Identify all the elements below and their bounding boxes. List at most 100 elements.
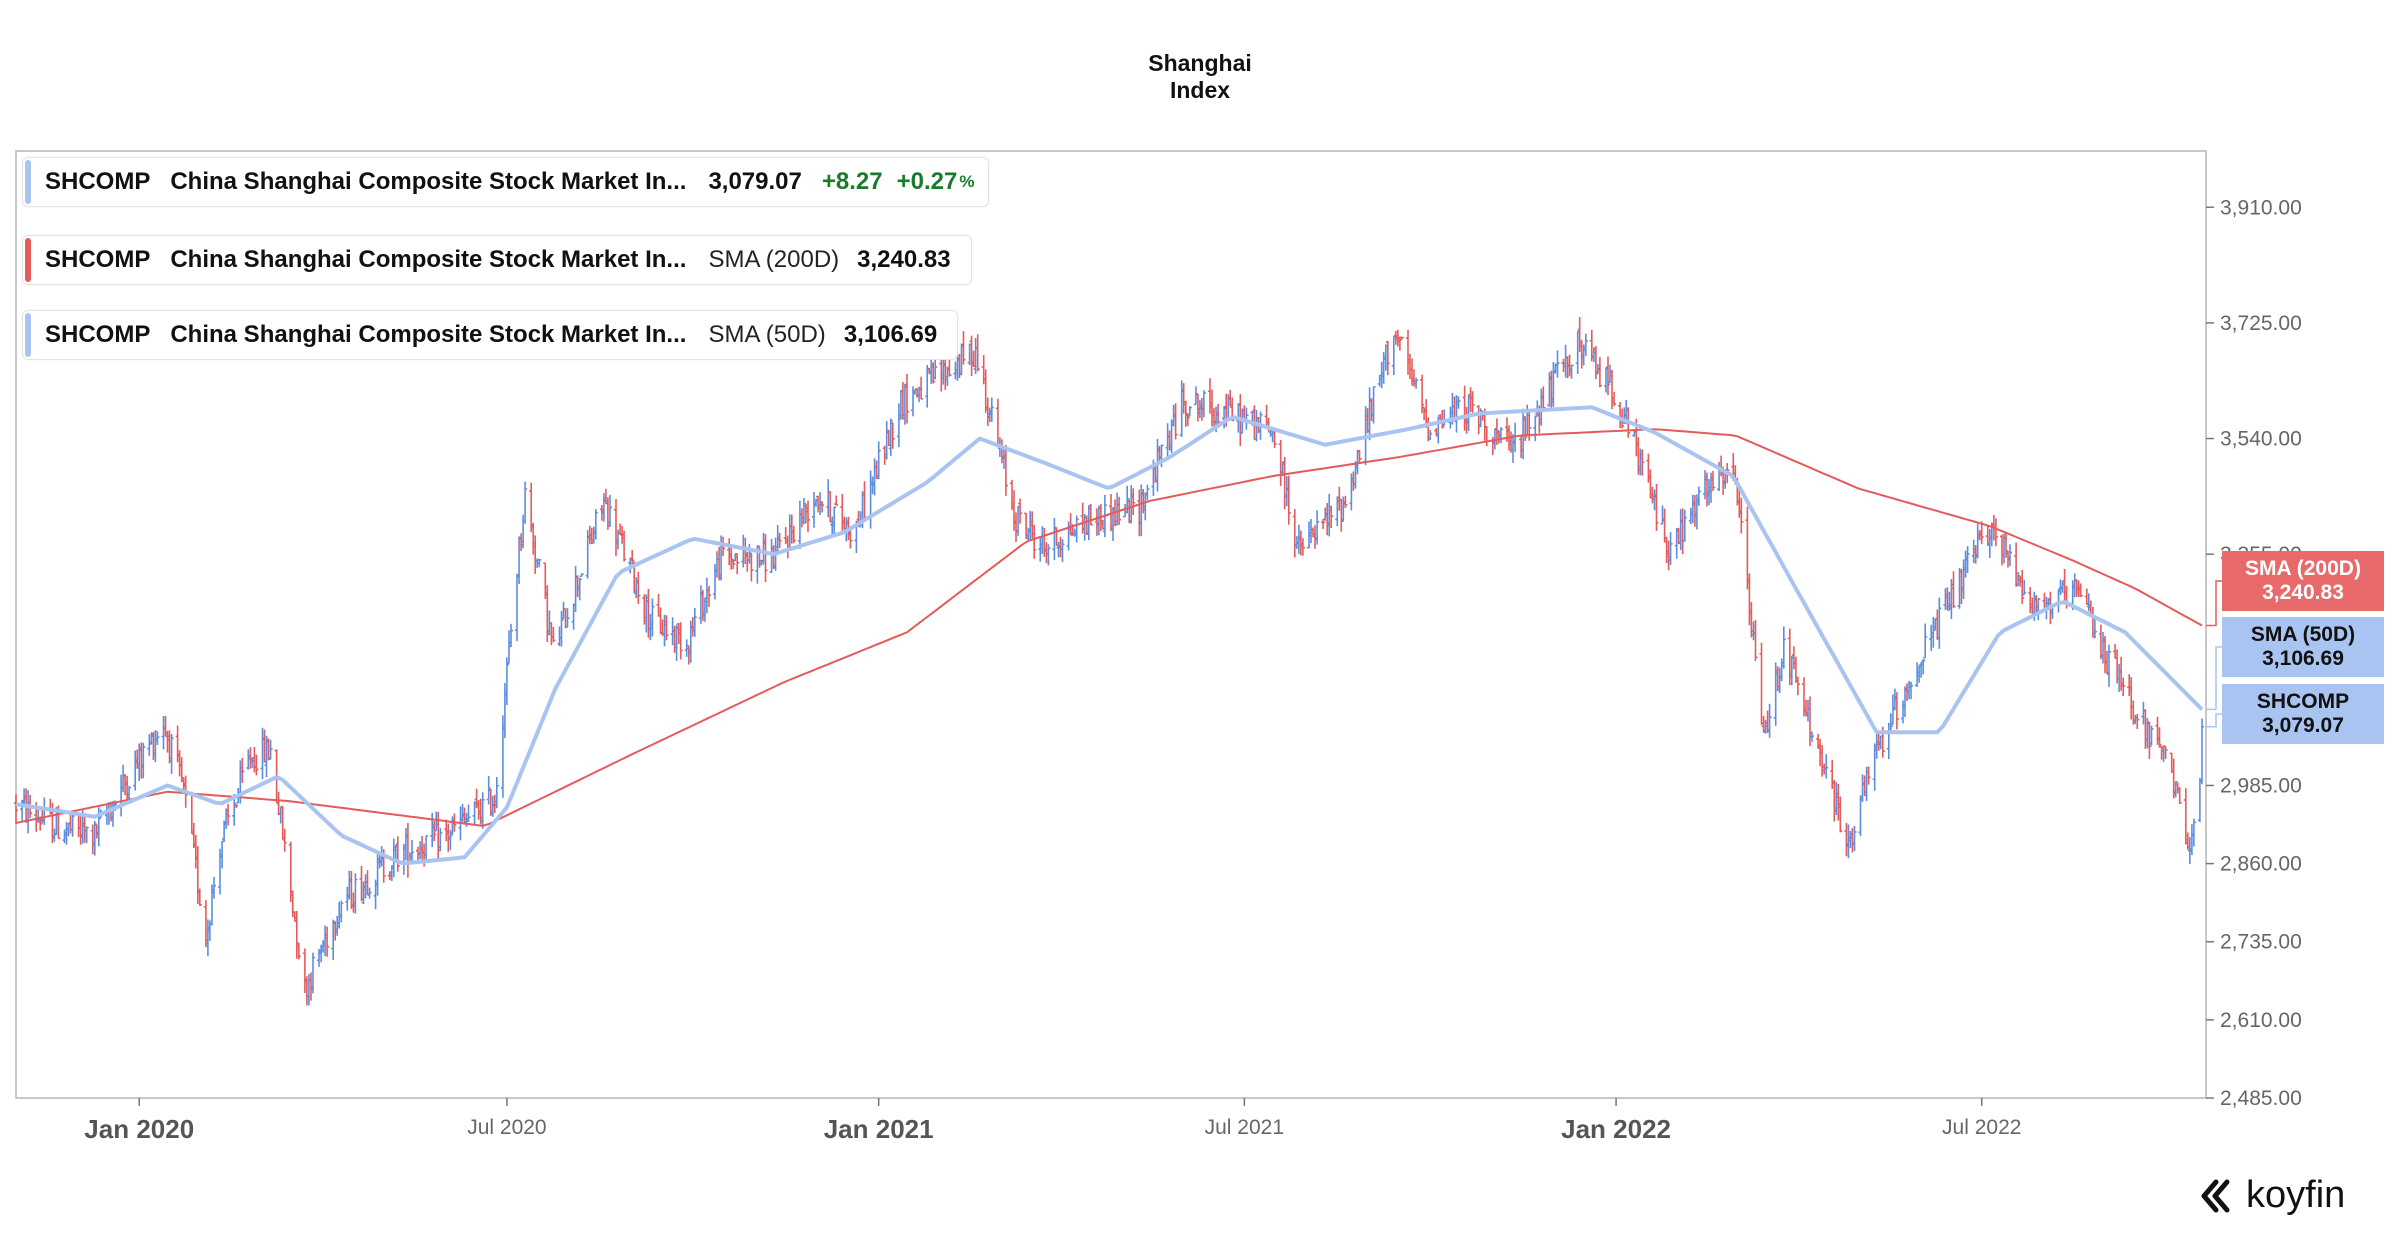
ohlc-bar — [1173, 403, 1178, 440]
ohlc-bar — [504, 657, 509, 705]
ohlc-bar — [1640, 449, 1645, 476]
x-tick-label: Jan 2020 — [84, 1114, 194, 1144]
koyfin-logo[interactable]: koyfin — [2200, 1174, 2345, 1217]
ohlc-bar — [311, 952, 315, 994]
ohlc-bar — [367, 887, 372, 899]
tag-label: SHCOMP — [2256, 690, 2350, 713]
legend-shcomp[interactable]: SHCOMP China Shanghai Composite Stock Ma… — [22, 157, 990, 207]
y-tick-label: 2,735.00 — [2220, 931, 2302, 954]
ohlc-bar — [636, 571, 641, 604]
y-tick-label: 2,985.00 — [2220, 774, 2302, 797]
ohlc-bar — [933, 357, 938, 380]
ohlc-bar — [1456, 396, 1461, 409]
ohlc-bar — [494, 777, 499, 809]
ohlc-bar — [155, 731, 160, 745]
legend-color-swatch — [25, 238, 31, 282]
ohlc-bar — [834, 495, 839, 506]
legend-ticker: SHCOMP — [45, 168, 151, 195]
ohlc-bar — [1074, 515, 1079, 543]
ohlc-bar — [1018, 498, 1023, 524]
ohlc-bar — [466, 804, 471, 823]
ohlc-bar — [537, 558, 542, 568]
ohlc-bar — [325, 926, 330, 957]
ohlc-bar — [2121, 677, 2126, 696]
ohlc-bar — [268, 739, 273, 760]
ohlc-bar — [2036, 598, 2041, 621]
ohlc-bar — [1216, 403, 1221, 427]
ohlc-bar — [70, 813, 75, 837]
ohlc-bar — [777, 533, 782, 549]
ohlc-bar — [1292, 509, 1297, 558]
ohlc-bar — [282, 828, 287, 852]
ohlc-bar — [650, 598, 655, 637]
ohlc-bar — [240, 758, 245, 783]
ohlc-bar — [735, 552, 740, 575]
ohlc-bar — [888, 418, 893, 457]
ohlc-bar — [1032, 524, 1037, 559]
legend-sma-200d[interactable]: SHCOMP China Shanghai Composite Stock Ma… — [22, 235, 972, 285]
ohlc-bar — [1965, 546, 1970, 573]
ohlc-bar — [1315, 510, 1320, 545]
ohlc-bar — [1838, 796, 1843, 833]
ohlc-bar — [1921, 659, 1926, 675]
chart-title-line-1: Shanghai — [1148, 50, 1252, 76]
ohlc-bar — [523, 481, 528, 524]
ohlc-bar — [226, 803, 231, 826]
ohlc-bar — [1894, 692, 1899, 730]
ohlc-bar — [848, 530, 853, 549]
ohlc-bar — [2191, 818, 2196, 847]
ohlc-bar — [1343, 495, 1348, 508]
tag-connector — [2206, 580, 2222, 627]
ohlc-bar — [410, 839, 414, 862]
ohlc-bar — [989, 397, 994, 422]
ohlc-bar — [961, 331, 966, 365]
ohlc-bar — [339, 900, 344, 923]
ohlc-bar — [1088, 504, 1093, 526]
ohlc-bar — [84, 826, 89, 844]
tag-value: 3,106.69 — [2262, 647, 2344, 670]
ohlc-bar — [1753, 620, 1758, 662]
ohlc-bar — [975, 334, 980, 372]
chart-title: Shanghai Index — [0, 50, 2400, 104]
ohlc-bar — [1003, 445, 1008, 496]
ohlc-bar — [1300, 538, 1305, 556]
x-tick-label: Jan 2021 — [824, 1114, 934, 1144]
legend-sma-50d[interactable]: SHCOMP China Shanghai Composite Stock Ma… — [22, 310, 959, 360]
ohlc-bar — [1060, 539, 1065, 562]
legend-ticker: SHCOMP — [45, 321, 151, 348]
legend-value: 3,240.83 — [857, 246, 951, 273]
ohlc-bar — [565, 608, 570, 628]
x-axis: Jan 2020 Jul 2020 Jan 2021 Jul 2021 Jan 2022… — [84, 1098, 2021, 1144]
koyfin-logo-text: koyfin — [2246, 1174, 2346, 1216]
ohlc-bar — [1145, 484, 1150, 500]
ohlc-bar — [1470, 391, 1475, 413]
ohlc-bar — [1682, 510, 1687, 542]
y-tick-label: 3,910.00 — [2220, 196, 2302, 219]
ohlc-bar — [353, 873, 358, 914]
ohlc-bar — [763, 534, 768, 583]
ohlc-bar — [593, 509, 598, 540]
ohlc-candles — [14, 317, 2204, 1006]
legend-color-swatch — [25, 313, 31, 357]
ohlc-bar — [1569, 364, 1574, 379]
ohlc-bar — [890, 422, 895, 449]
ohlc-bar — [2107, 644, 2111, 687]
legend-pct-sign: % — [959, 172, 975, 191]
ohlc-bar — [141, 742, 146, 779]
ohlc-bar — [14, 794, 18, 824]
ohlc-bar — [2078, 583, 2083, 597]
ohlc-bar — [1739, 497, 1744, 534]
ohlc-bar — [169, 734, 174, 774]
legend-value: 3,106.69 — [843, 321, 938, 348]
ohlc-bar — [1937, 597, 1942, 649]
ohlc-bar — [1414, 377, 1419, 389]
legend-color-swatch — [25, 160, 31, 204]
ohlc-bar — [559, 610, 564, 647]
ohlc-bar — [1286, 475, 1291, 525]
tag-label: SMA (50D) — [2250, 623, 2356, 646]
ohlc-bar — [1979, 521, 1984, 545]
ohlc-bar — [1555, 350, 1560, 378]
ohlc-bar — [1523, 416, 1528, 441]
ohlc-bar — [234, 804, 239, 808]
